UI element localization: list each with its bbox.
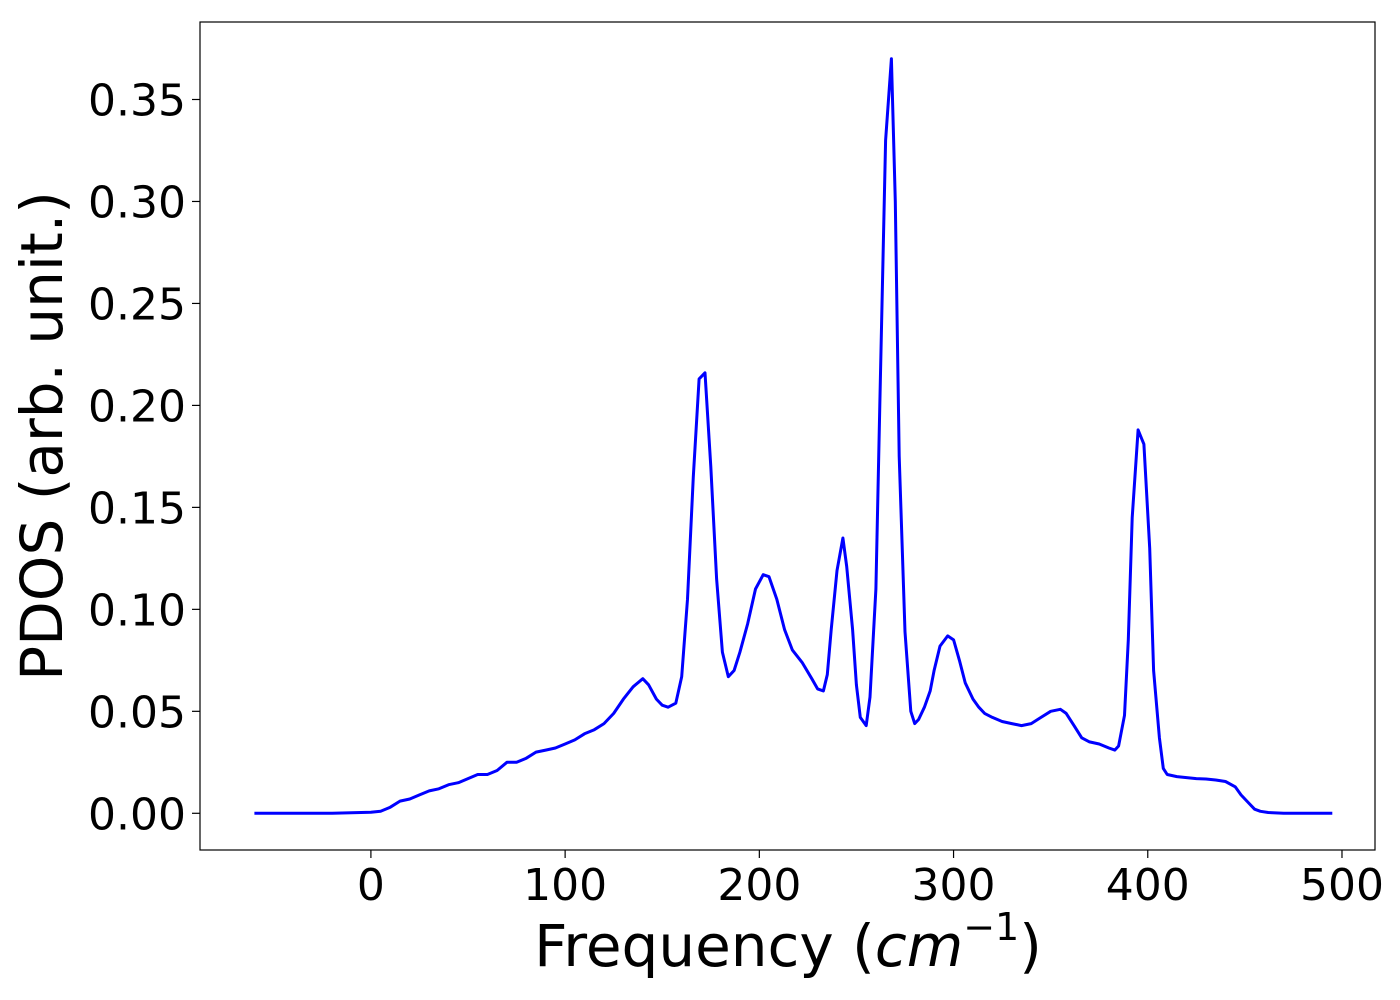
y-axis: 0.00 0.05 0.10 0.15 0.20 0.25 0.30 0.35 (88, 75, 200, 840)
pdos-series-line (254, 57, 1333, 815)
x-tick-label: 300 (912, 860, 996, 911)
x-axis-label: Frequency (cm−1) (534, 905, 1042, 980)
y-tick-label: 0.35 (88, 75, 186, 126)
y-tick-label: 0.15 (88, 483, 186, 534)
y-tick-label: 0.05 (88, 687, 186, 738)
y-tick-label: 0.10 (88, 585, 186, 636)
x-tick-label: 0 (357, 860, 385, 911)
x-tick-label: 100 (523, 860, 607, 911)
x-tick-label: 200 (717, 860, 801, 911)
y-tick-label: 0.20 (88, 381, 186, 432)
plot-area (199, 21, 1376, 851)
x-tick-label: 400 (1106, 860, 1190, 911)
x-tick-label: 500 (1300, 860, 1384, 911)
y-tick-label: 0.00 (88, 789, 186, 840)
y-tick-label: 0.30 (88, 177, 186, 228)
x-axis: 0 100 200 300 400 500 (357, 850, 1384, 911)
axes-frame (199, 21, 1376, 851)
y-axis-label: PDOS (arb. unit.) (8, 191, 76, 681)
y-tick-label: 0.25 (88, 279, 186, 330)
